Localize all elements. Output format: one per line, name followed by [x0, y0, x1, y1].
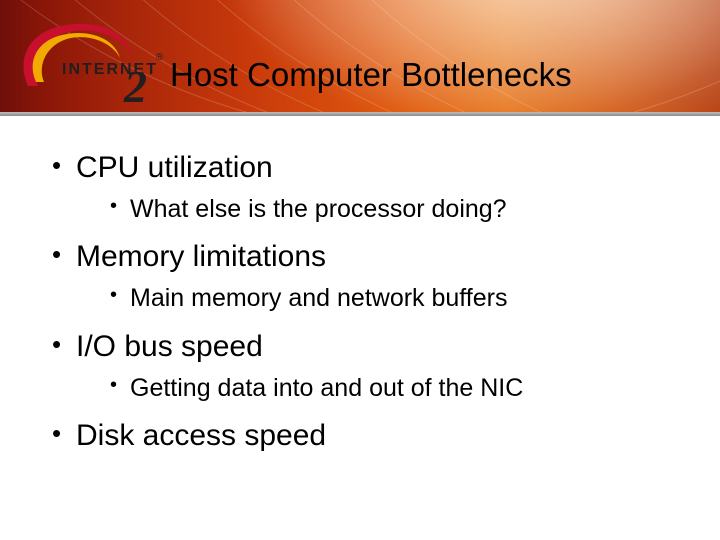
bullet-list-level2: What else is the processor doing?: [76, 194, 680, 225]
bullet-text: CPU utilization: [76, 151, 273, 184]
bullet-list-level2: Main memory and network buffers: [76, 283, 680, 314]
logo-registered-icon: ®: [156, 52, 164, 63]
bullet-text: Memory limitations: [76, 240, 326, 273]
slide-title: Host Computer Bottlenecks: [170, 56, 572, 94]
slide-body: CPU utilization What else is the process…: [48, 150, 680, 460]
bullet-item: Disk access speed: [48, 418, 680, 454]
sub-bullet-text: What else is the processor doing?: [130, 195, 507, 223]
bullet-text: I/O bus speed: [76, 330, 263, 363]
bullet-item: I/O bus speed Getting data into and out …: [48, 329, 680, 404]
bullet-text: Disk access speed: [76, 419, 326, 452]
internet2-logo: INTERNET 2 ®: [16, 16, 166, 108]
bullet-item: Memory limitations Main memory and netwo…: [48, 239, 680, 314]
sub-bullet-item: Getting data into and out of the NIC: [108, 373, 680, 404]
bullet-item: CPU utilization What else is the process…: [48, 150, 680, 225]
logo-numeral: 2: [123, 61, 147, 108]
sub-bullet-item: What else is the processor doing?: [108, 194, 680, 225]
header-divider: [0, 112, 720, 116]
sub-bullet-text: Main memory and network buffers: [130, 284, 507, 312]
sub-bullet-item: Main memory and network buffers: [108, 283, 680, 314]
bullet-list-level1: CPU utilization What else is the process…: [48, 150, 680, 454]
sub-bullet-text: Getting data into and out of the NIC: [130, 374, 523, 402]
bullet-list-level2: Getting data into and out of the NIC: [76, 373, 680, 404]
